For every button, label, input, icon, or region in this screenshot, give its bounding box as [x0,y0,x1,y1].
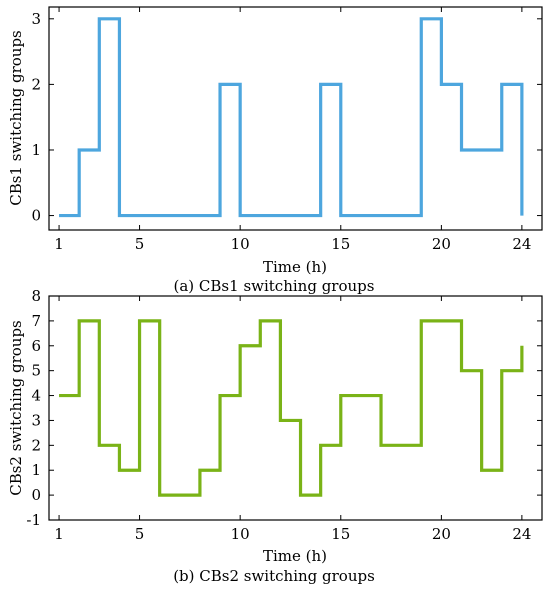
y-tick-labels-b: -1 0 1 2 3 4 5 6 7 8 [26,287,41,529]
y-tick-label: 0 [31,486,41,504]
series-group-b [59,319,524,497]
x-axis-label-a: Time (h) [263,258,327,276]
x-tick-label: 24 [512,525,531,543]
y-tick-label: 8 [31,287,41,305]
x-tick-label: 15 [331,235,350,253]
y-tick-label: 3 [31,10,41,28]
x-tick-label: 20 [432,235,451,253]
y-tick-label: 7 [31,312,41,330]
x-tick-labels-a: 1 5 10 15 20 24 [54,235,531,253]
y-tick-label: 2 [31,436,41,454]
y-tick-label: 1 [31,461,41,479]
tick-marks-b [49,295,542,521]
series-line [59,319,524,497]
plot-frame-b [48,295,543,521]
y-tick-label: -1 [26,511,41,529]
x-tick-label: 1 [54,525,64,543]
x-tick-label: 24 [512,235,531,253]
x-axis-label-b: Time (h) [263,547,327,565]
y-tick-label: 3 [31,411,41,429]
x-tick-label: 15 [331,525,350,543]
x-tick-labels-b: 1 5 10 15 20 24 [54,525,531,543]
y-tick-label: 5 [31,362,41,380]
y-axis-label-b: CBs2 switching groups [7,320,25,496]
series-group-a [59,17,524,218]
y-tick-label: 4 [31,387,41,405]
x-tick-label: 5 [135,235,145,253]
x-tick-label: 5 [135,525,145,543]
x-tick-label: 10 [231,525,250,543]
x-tick-label: 1 [54,235,64,253]
series-line [59,17,524,218]
y-tick-label: 1 [31,141,41,159]
plot-frame-a [48,6,543,231]
y-tick-label: 0 [31,207,41,225]
y-tick-label: 6 [31,337,41,355]
x-tick-label: 20 [432,525,451,543]
y-tick-label: 2 [31,75,41,93]
y-axis-label-a: CBs1 switching groups [7,30,25,206]
caption-a: (a) CBs1 switching groups [174,277,375,295]
y-tick-labels-a: 0 1 2 3 [31,10,41,225]
caption-b: (b) CBs2 switching groups [173,567,375,585]
tick-marks-a [49,7,542,230]
x-tick-label: 10 [231,235,250,253]
